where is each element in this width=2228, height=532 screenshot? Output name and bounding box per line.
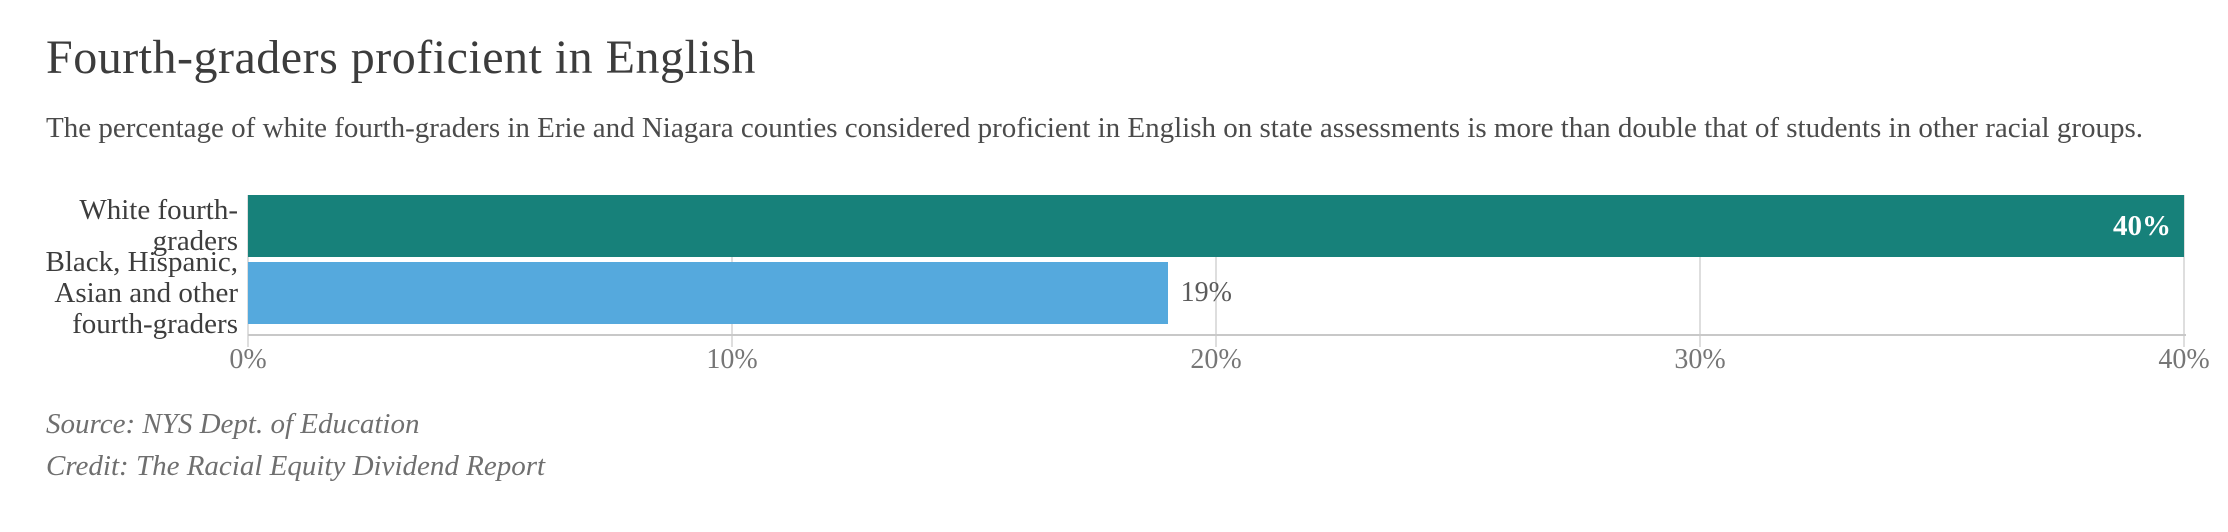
x-tick-label-30%: 30% [1674,344,1726,375]
gridline-40% [2183,195,2185,347]
category-label: Black, Hispanic, Asian and other fourth-… [45,245,238,340]
gridline-20% [1215,195,1217,347]
x-tick-label-0%: 0% [229,344,267,375]
value-label: 40% [2113,209,2171,242]
value-label: 19% [1180,277,1232,308]
bar-row: 40% [248,195,2184,257]
x-tick-label-40%: 40% [2158,344,2210,375]
bar-1: 40% [248,195,2184,257]
category-labels: White fourth- graders Black, Hispanic, As… [0,194,238,340]
bar-2 [248,262,1168,324]
x-tick-label-10%: 10% [706,344,758,375]
credit-note: Credit: The Racial Equity Dividend Repor… [46,450,546,482]
chart-title: Fourth-graders proficient in English [46,31,756,84]
x-tick-label-20%: 20% [1190,344,1242,375]
plot-area: 40% 19% [247,195,2185,347]
chart-subtitle: The percentage of white fourth-graders i… [46,112,2144,144]
bar-row: 19% [248,262,2184,324]
gridline-30% [1699,195,1701,347]
x-axis-line [248,334,2186,336]
category-label: White fourth- graders [79,194,238,257]
source-note: Source: NYS Dept. of Education [46,408,420,440]
